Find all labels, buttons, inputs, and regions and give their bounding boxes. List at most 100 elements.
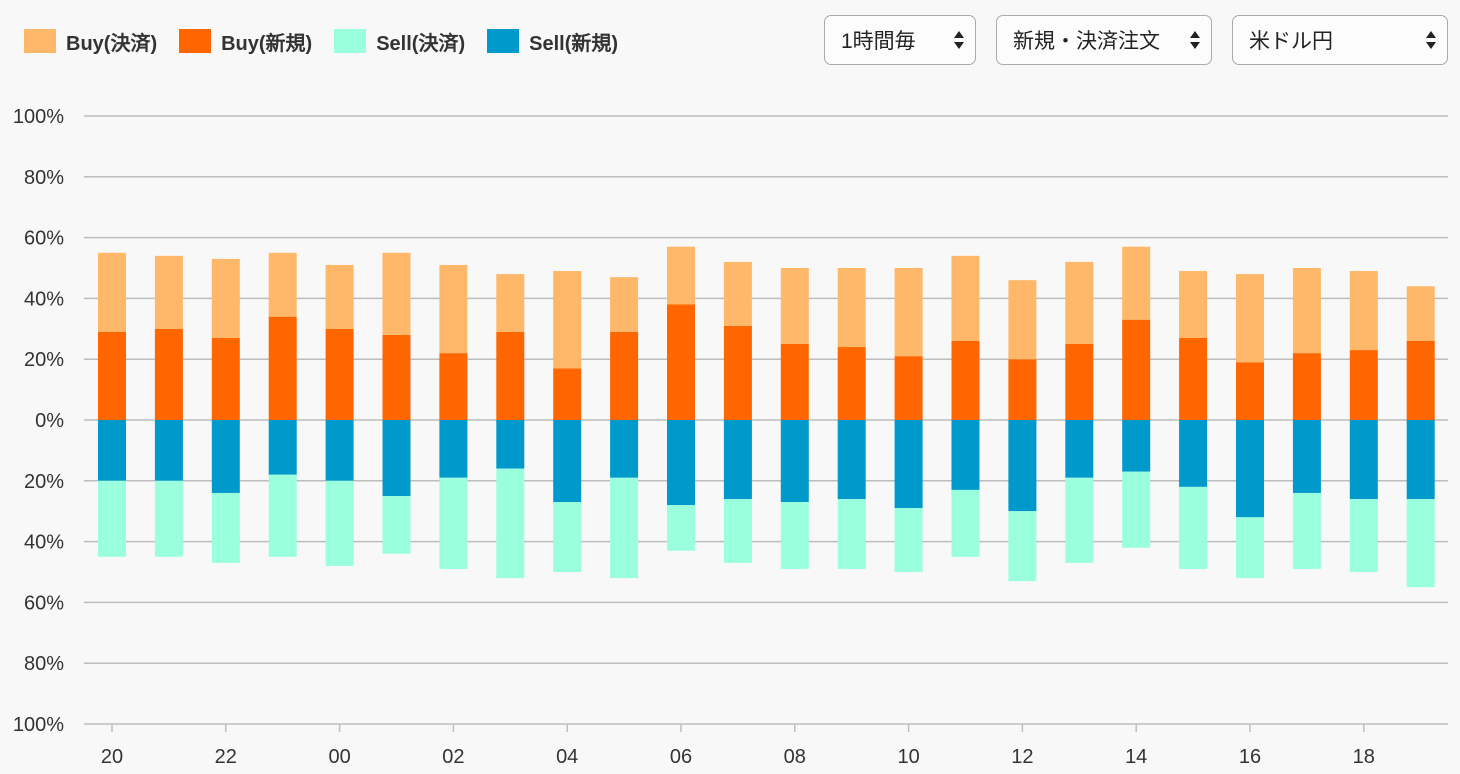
bar-buy-new (894, 356, 923, 420)
order-type-select[interactable]: 新規・決済注文 (996, 15, 1212, 65)
bar-buy-new (382, 334, 411, 420)
bar-sell-new (1292, 420, 1321, 493)
bar-sell-close (98, 480, 126, 557)
bar-sell-new (837, 420, 866, 500)
bar-buy-close (496, 274, 525, 332)
bar-sell-close (780, 502, 809, 569)
bar-buy-close (1292, 268, 1321, 354)
bar-sell-new (553, 420, 582, 503)
bar-buy-close (1349, 271, 1378, 351)
legend-item-buy-new: Buy(新規) (179, 27, 312, 56)
bar-buy-close (780, 268, 809, 344)
bar-buy-close (1008, 280, 1037, 360)
bar-buy-close (268, 252, 297, 317)
legend-label-buy-new: Buy(新規) (221, 32, 313, 55)
bar-sell-new (1122, 420, 1151, 472)
bar-sell-new (1065, 420, 1094, 478)
bar-sell-close (154, 480, 183, 557)
bar-sell-close (837, 499, 866, 569)
legend-label-sell-close: Sell(決済) (376, 32, 466, 55)
interval-select[interactable]: 1時間毎 (824, 15, 976, 65)
bar-sell-new (1236, 420, 1264, 518)
bar-sell-close (894, 508, 923, 572)
y-tick-label: 40% (24, 288, 64, 310)
bar-buy-close (1179, 271, 1208, 338)
order-type-select-value: 新規・決済注文 (1013, 30, 1160, 53)
bar-buy-new (1236, 362, 1264, 420)
bar-buy-close (1236, 274, 1264, 363)
bar-buy-new (98, 331, 126, 420)
bar-buy-new (780, 344, 809, 420)
y-tick-label: 60% (24, 592, 64, 614)
bar-sell-close (325, 480, 354, 566)
legend-item-sell-new: Sell(新規) (487, 27, 618, 56)
bar-buy-close (154, 255, 183, 329)
bar-sell-close (382, 496, 411, 554)
bar-buy-close (610, 277, 639, 332)
bar-sell-close (1406, 499, 1435, 588)
x-tick-label: 10 (897, 746, 919, 768)
bar-sell-close (951, 489, 980, 557)
bar-buy-new (1292, 353, 1321, 420)
bar-buy-new (496, 331, 525, 420)
bar-sell-new (98, 420, 126, 481)
x-tick-label: 22 (215, 746, 237, 768)
x-tick-label: 08 (784, 746, 806, 768)
bar-sell-new (780, 420, 809, 503)
legend-item-buy-close: Buy(決済) (24, 27, 157, 56)
y-tick-label: 0% (35, 410, 64, 432)
bar-buy-new (211, 337, 240, 420)
legend-swatch-buy-new (179, 29, 212, 53)
x-tick-label: 16 (1239, 746, 1261, 768)
interval-select-value: 1時間毎 (841, 30, 916, 53)
bar-buy-new (154, 328, 183, 420)
x-tick-label: 14 (1125, 746, 1147, 768)
bar-buy-new (610, 331, 639, 420)
bar-buy-new (325, 328, 354, 420)
bar-buy-close (667, 246, 695, 305)
legend-label-buy-close: Buy(決済) (66, 32, 158, 55)
bar-sell-new (723, 420, 752, 500)
bar-buy-close (439, 264, 468, 354)
bar-buy-close (325, 264, 354, 329)
select-arrows-icon (1426, 31, 1436, 49)
bar-buy-new (553, 368, 582, 420)
bar-sell-new (894, 420, 923, 509)
bar-sell-close (610, 477, 639, 579)
bar-buy-new (667, 304, 695, 420)
x-tick-label: 12 (1011, 746, 1033, 768)
y-tick-label: 100% (13, 714, 64, 736)
bar-sell-new (325, 420, 354, 481)
bar-buy-close (1065, 261, 1094, 344)
bar-sell-new (951, 420, 980, 490)
bar-buy-new (1406, 340, 1435, 420)
bar-buy-close (382, 252, 411, 335)
bar-buy-close (98, 252, 126, 332)
bar-buy-close (1406, 286, 1435, 341)
legend-swatch-buy-close (24, 29, 56, 53)
bar-sell-new (1349, 420, 1378, 500)
bar-sell-new (154, 420, 183, 481)
bar-sell-close (553, 502, 582, 572)
bar-sell-close (1065, 477, 1094, 563)
bar-buy-new (1179, 337, 1208, 420)
y-tick-label: 20% (24, 349, 64, 371)
select-arrows-icon (954, 31, 964, 49)
bar-sell-close (268, 474, 297, 557)
currency-pair-select[interactable]: 米ドル円 (1232, 15, 1448, 65)
bar-sell-close (496, 468, 525, 579)
y-tick-label: 80% (24, 653, 64, 675)
bar-buy-close (723, 261, 752, 326)
y-tick-label: 20% (24, 471, 64, 493)
bar-sell-new (1008, 420, 1037, 512)
chart-legend: Buy(決済) Buy(新規) Sell(決済) Sell(新規) (24, 27, 640, 55)
x-tick-label: 06 (670, 746, 692, 768)
bar-sell-close (723, 499, 752, 563)
y-tick-label: 40% (24, 532, 64, 554)
bar-buy-new (837, 347, 866, 420)
bar-buy-new (1122, 319, 1151, 420)
bar-sell-new (268, 420, 297, 475)
bar-sell-new (496, 420, 525, 469)
x-tick-label: 00 (328, 746, 350, 768)
